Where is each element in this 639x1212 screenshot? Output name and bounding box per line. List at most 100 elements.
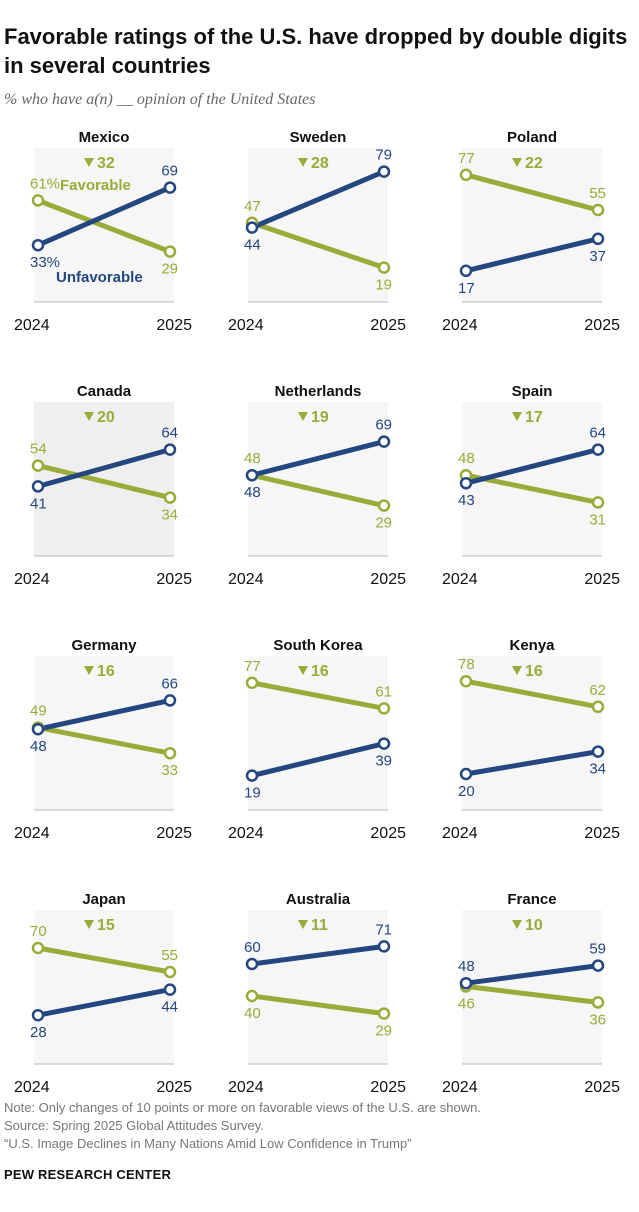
south-korea-favorable-line [249, 680, 387, 711]
south-korea-panel-bg [248, 656, 388, 810]
spain-down-arrow-icon [512, 412, 522, 421]
south-korea-unfavorable-label-2024: 19 [244, 785, 261, 802]
australia-favorable-label-2024: 40 [244, 1005, 261, 1022]
kenya-favorable-point-2025 [591, 700, 605, 714]
japan-favorable-label-2024: 70 [30, 923, 47, 940]
germany-favorable-line [35, 725, 173, 756]
canada-x-tick-2024: 2024 [14, 571, 50, 588]
south-korea-x-tick-2025: 2025 [370, 825, 406, 842]
sweden-x-tick-2025: 2025 [370, 317, 406, 334]
poland-country-label: Poland [507, 129, 557, 146]
japan-change-value: 15 [97, 917, 115, 934]
netherlands-favorable-point-2025 [377, 499, 391, 512]
canada-favorable-line [35, 463, 173, 501]
kenya-x-tick-2024: 2024 [442, 825, 478, 842]
kenya-unfavorable-label-2025: 34 [589, 761, 606, 778]
netherlands-unfavorable-label-2024: 48 [244, 484, 261, 501]
france-favorable-point-2025 [591, 996, 605, 1009]
germany-unfavorable-point-2024 [31, 722, 45, 736]
sweden-change-value: 28 [311, 155, 329, 172]
germany-unfavorable-label-2024: 48 [30, 738, 47, 755]
canada-unfavorable-line [35, 447, 173, 489]
poland-favorable-label-2025: 55 [589, 185, 606, 202]
kenya-country-label: Kenya [509, 637, 555, 654]
note-text: Note: Only changes of 10 points or more … [4, 1100, 481, 1115]
source-text: Source: Spring 2025 Global Attitudes Sur… [4, 1118, 264, 1133]
kenya-x-tick-2025: 2025 [584, 825, 620, 842]
report-title: “U.S. Image Declines in Many Nations Ami… [4, 1136, 412, 1151]
mexico-country-label: Mexico [79, 129, 130, 146]
france-favorable-label-2025: 36 [589, 1011, 606, 1028]
canada-favorable-point-2024 [31, 459, 45, 472]
mexico-unfavorable-point-2025 [163, 181, 177, 194]
mexico-x-tick-2024: 2024 [14, 317, 50, 334]
spain-country-label: Spain [512, 383, 553, 400]
mexico-favorable-label-2024: 61% [30, 175, 60, 192]
france-change-value: 10 [525, 917, 543, 934]
south-korea-favorable-label-2024: 77 [244, 658, 261, 675]
poland-change-value: 22 [525, 155, 543, 172]
germany-x-tick-2024: 2024 [14, 825, 50, 842]
mexico-favorable-point-2024 [31, 194, 45, 207]
mexico-unfavorable-label-2025: 69 [161, 163, 178, 180]
germany-change-value: 16 [97, 663, 115, 680]
japan-favorable-label-2025: 55 [161, 947, 178, 964]
germany-favorable-point-2025 [163, 746, 177, 760]
netherlands-unfavorable-point-2025 [377, 435, 391, 448]
germany-country-label: Germany [71, 637, 137, 654]
south-korea-favorable-point-2024 [245, 676, 259, 690]
sweden-unfavorable-label-2024: 44 [244, 237, 261, 254]
south-korea-favorable-label-2025: 61 [375, 683, 392, 700]
mexico-unfavorable-point-2024 [31, 238, 45, 252]
australia-x-tick-2025: 2025 [370, 1079, 406, 1096]
spain-unfavorable-label-2025: 64 [589, 425, 606, 442]
germany-down-arrow-icon [84, 666, 94, 675]
australia-favorable-point-2025 [377, 1007, 391, 1020]
spain-unfavorable-point-2024 [459, 476, 473, 490]
spain-unfavorable-label-2024: 43 [458, 492, 475, 509]
australia-unfavorable-line [249, 943, 387, 967]
south-korea-x-tick-2024: 2024 [228, 825, 264, 842]
netherlands-x-tick-2024: 2024 [228, 571, 264, 588]
mexico-unfavorable-label-2024: 33% [30, 254, 60, 271]
poland-unfavorable-point-2025 [591, 232, 605, 246]
south-korea-unfavorable-point-2025 [377, 737, 391, 750]
australia-change-value: 11 [311, 917, 328, 934]
kenya-unfavorable-point-2025 [591, 745, 605, 758]
mexico-favorable-point-2025 [163, 245, 177, 258]
japan-x-tick-2024: 2024 [14, 1079, 50, 1096]
sweden-favorable-label-2024: 47 [244, 198, 261, 215]
japan-unfavorable-point-2025 [163, 983, 177, 996]
netherlands-favorable-label-2024: 48 [244, 450, 261, 467]
netherlands-unfavorable-label-2025: 69 [375, 417, 392, 434]
south-korea-unfavorable-label-2025: 39 [375, 753, 392, 770]
canada-favorable-label-2024: 54 [30, 441, 47, 458]
spain-favorable-point-2025 [591, 496, 605, 509]
sweden-down-arrow-icon [298, 158, 308, 167]
netherlands-favorable-line [249, 472, 387, 509]
south-korea-favorable-point-2025 [377, 702, 391, 715]
japan-unfavorable-point-2024 [31, 1008, 45, 1022]
south-korea-unfavorable-line [249, 741, 387, 779]
germany-favorable-label-2025: 33 [161, 762, 178, 779]
australia-x-tick-2024: 2024 [228, 1079, 264, 1096]
netherlands-favorable-label-2025: 29 [375, 515, 392, 532]
mexico-favorable-line [35, 197, 173, 255]
canada-favorable-label-2025: 34 [161, 507, 178, 524]
australia-favorable-point-2024 [245, 989, 259, 1003]
netherlands-country-label: Netherlands [275, 383, 362, 400]
sweden-favorable-point-2025 [377, 261, 391, 274]
chart-subtitle: % who have a(n) __ opinion of the United… [4, 91, 316, 108]
canada-unfavorable-label-2024: 41 [30, 495, 47, 512]
germany-x-tick-2025: 2025 [156, 825, 192, 842]
sweden-x-tick-2024: 2024 [228, 317, 264, 334]
canada-favorable-point-2025 [163, 491, 177, 504]
mexico-x-tick-2025: 2025 [156, 317, 192, 334]
kenya-unfavorable-point-2024 [459, 767, 473, 781]
japan-favorable-point-2025 [163, 965, 177, 979]
japan-panel-bg [34, 910, 174, 1064]
spain-unfavorable-point-2025 [591, 443, 605, 456]
poland-favorable-point-2025 [591, 203, 605, 217]
poland-x-tick-2025: 2025 [584, 317, 620, 334]
